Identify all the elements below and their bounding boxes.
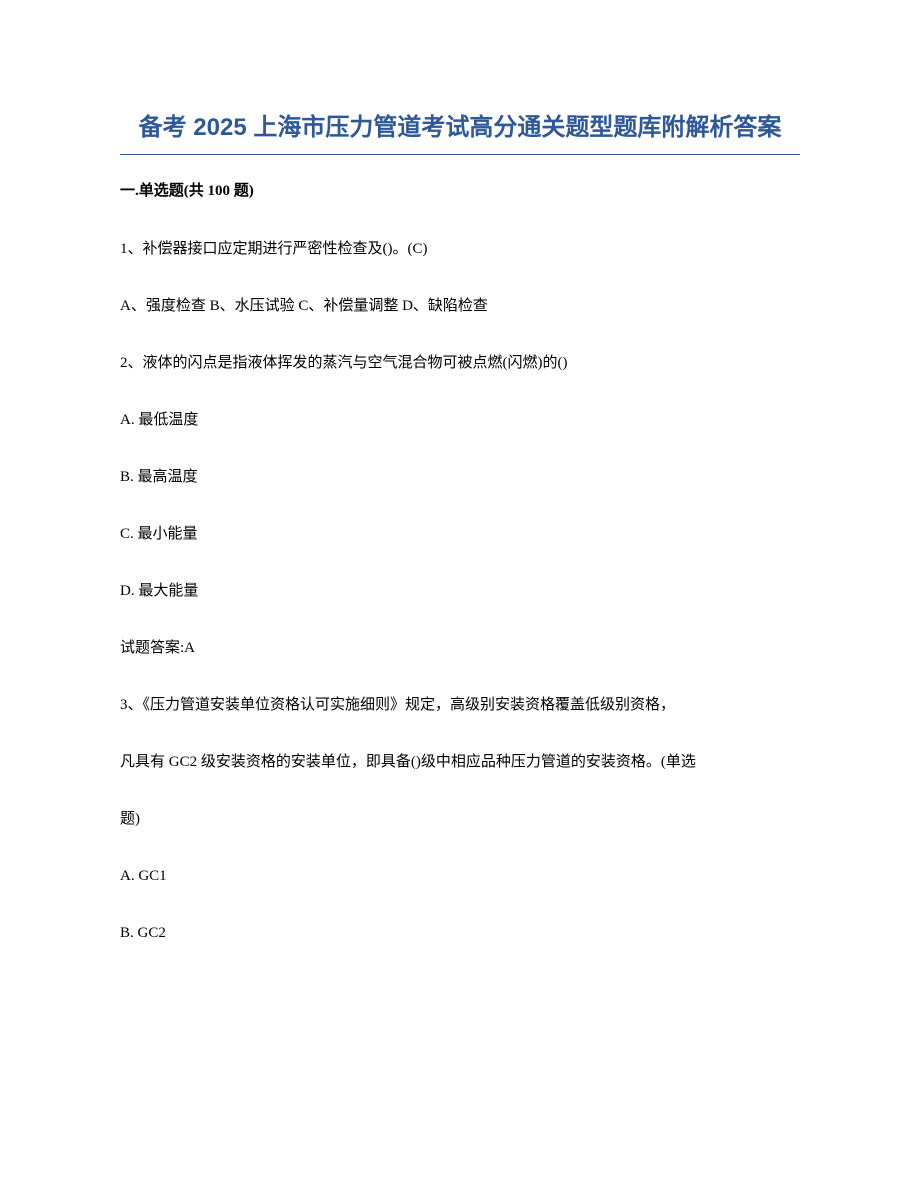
- section-header: 一.单选题(共 100 题): [120, 179, 800, 200]
- question-2-option-d: D. 最大能量: [120, 572, 800, 611]
- question-1-options: A、强度检查 B、水压试验 C、补偿量调整 D、缺陷检查: [120, 287, 800, 326]
- question-2-option-a: A. 最低温度: [120, 401, 800, 440]
- page-title: 备考 2025 上海市压力管道考试高分通关题型题库附解析答案: [120, 110, 800, 146]
- question-3-text-line2: 凡具有 GC2 级安装资格的安装单位，即具备()级中相应品种压力管道的安装资格。…: [120, 743, 800, 782]
- question-2-text: 2、液体的闪点是指液体挥发的蒸汽与空气混合物可被点燃(闪燃)的(): [120, 344, 800, 383]
- question-3-option-b: B. GC2: [120, 914, 800, 953]
- question-2-option-b: B. 最高温度: [120, 458, 800, 497]
- question-2-option-c: C. 最小能量: [120, 515, 800, 554]
- question-3-text-line3: 题): [120, 800, 800, 839]
- question-3-text-line1: 3、《压力管道安装单位资格认可实施细则》规定，高级别安装资格覆盖低级别资格，: [120, 686, 800, 725]
- question-3-option-a: A. GC1: [120, 857, 800, 896]
- question-2-answer: 试题答案:A: [120, 629, 800, 668]
- question-1-text: 1、补偿器接口应定期进行严密性检查及()。(C): [120, 230, 800, 269]
- title-divider: [120, 154, 800, 155]
